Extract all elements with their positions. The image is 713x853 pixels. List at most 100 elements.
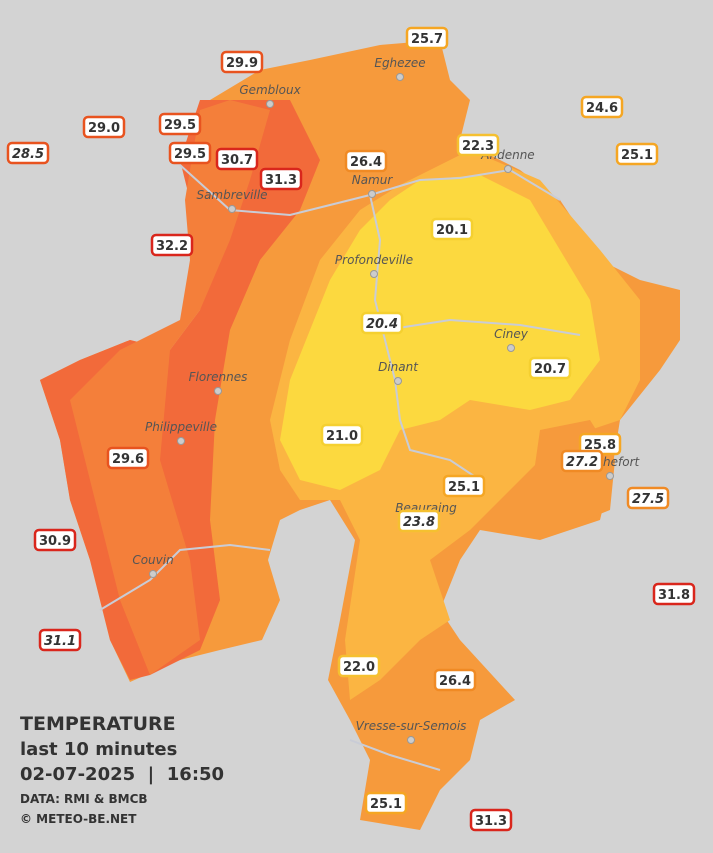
station-value: 22.0 — [343, 660, 375, 675]
station-box — [626, 486, 670, 510]
station-value: 27.5 — [632, 492, 664, 507]
city-dot — [370, 270, 378, 278]
station: 20.4 — [360, 311, 404, 335]
city-name: Profondeville — [335, 253, 413, 267]
station: 28.5 — [6, 141, 50, 165]
station-box — [215, 147, 259, 171]
legend-copyright: © METEO-BE.NET — [20, 812, 137, 826]
city-dot — [177, 437, 185, 445]
legend-title: TEMPERATURE — [20, 713, 176, 735]
station-value: 30.7 — [221, 153, 253, 168]
station-box — [259, 167, 303, 191]
city-name: Vresse-sur-Semois — [356, 719, 467, 733]
station-value: 31.3 — [475, 814, 507, 829]
zone-orange-red — [70, 100, 270, 675]
station: 26.4 — [433, 668, 477, 692]
station: 25.7 — [405, 26, 449, 50]
city-dot — [606, 472, 614, 480]
station: 25.8 — [578, 432, 622, 456]
cities: EghezeeGemblouxAndenneNamurSambrevillePr… — [132, 56, 641, 744]
station-value: 31.3 — [265, 173, 297, 188]
station-value: 27.2 — [566, 455, 598, 470]
city-dot — [149, 570, 157, 578]
station-box — [158, 112, 202, 136]
zone-yellow — [280, 175, 600, 490]
station-box — [652, 582, 696, 606]
station: 29.5 — [168, 141, 212, 165]
station-box — [6, 141, 50, 165]
city-name: Philippeville — [145, 420, 217, 434]
city-name: Namur — [352, 173, 394, 187]
station-box — [106, 446, 150, 470]
station: 27.5 — [626, 486, 670, 510]
station-value: 22.3 — [462, 139, 494, 154]
station: 31.1 — [38, 628, 82, 652]
station: 23.8 — [397, 509, 441, 533]
station: 29.5 — [158, 112, 202, 136]
station: 22.0 — [337, 654, 381, 678]
station-value: 29.0 — [88, 121, 120, 136]
station-box — [168, 141, 212, 165]
station: 24.6 — [580, 95, 624, 119]
station-box — [528, 356, 572, 380]
station-value: 29.9 — [226, 56, 258, 71]
station-value: 20.4 — [366, 317, 398, 332]
legend-period: last 10 minutes — [20, 739, 177, 760]
city-name: Couvin — [132, 553, 173, 567]
station-value: 25.1 — [621, 148, 653, 163]
station: 25.1 — [364, 791, 408, 815]
city-name: Sambreville — [196, 188, 267, 202]
city-name: Dinant — [378, 360, 419, 374]
city-dot — [228, 205, 236, 213]
station-value: 23.8 — [403, 515, 435, 530]
station-value: 25.1 — [370, 797, 402, 812]
city-dot — [266, 100, 274, 108]
station-value: 32.2 — [156, 239, 188, 254]
city-dot — [368, 190, 376, 198]
station-box — [397, 509, 441, 533]
city-dot — [507, 344, 515, 352]
station: 26.4 — [344, 149, 388, 173]
station-box — [430, 217, 474, 241]
station-value: 28.5 — [12, 147, 44, 162]
station-box — [405, 26, 449, 50]
station-value: 26.4 — [439, 674, 471, 689]
station-value: 25.7 — [411, 32, 443, 47]
station: 31.3 — [469, 808, 513, 832]
city-name: Eghezee — [374, 56, 425, 70]
station-box — [320, 423, 364, 447]
station: 21.0 — [320, 423, 364, 447]
station-box — [580, 95, 624, 119]
station-box — [364, 791, 408, 815]
station-box — [360, 311, 404, 335]
station-value: 29.5 — [174, 147, 206, 162]
legend-source: DATA: RMI & BMCB — [20, 792, 148, 806]
station: 31.3 — [259, 167, 303, 191]
station: 25.1 — [442, 474, 486, 498]
city-dot — [504, 165, 512, 173]
station: 29.6 — [106, 446, 150, 470]
city-dot — [394, 377, 402, 385]
city-dot — [407, 736, 415, 744]
legend-datetime: 02-07-2025 | 16:50 — [20, 764, 224, 785]
station-box — [82, 115, 126, 139]
station-box — [456, 133, 500, 157]
station-box — [433, 668, 477, 692]
station-box — [615, 142, 659, 166]
station-value: 21.0 — [326, 429, 358, 444]
river-semois — [349, 739, 441, 771]
city-name: Ciney — [494, 327, 529, 341]
station-box — [337, 654, 381, 678]
station-value: 24.6 — [586, 101, 618, 116]
station-value: 25.1 — [448, 480, 480, 495]
station-box — [150, 233, 194, 257]
station: 32.2 — [150, 233, 194, 257]
station: 20.7 — [528, 356, 572, 380]
station-box — [220, 50, 264, 74]
stations: 25.7 29.9 29.0 29.5 28.5 29.5 30.7 31.3 26.4 22.3… — [6, 26, 696, 832]
station-value: 30.9 — [39, 534, 71, 549]
station-box — [33, 528, 77, 552]
station: 25.1 — [615, 142, 659, 166]
station-value: 26.4 — [350, 155, 382, 170]
station: 27.2 — [560, 449, 604, 473]
